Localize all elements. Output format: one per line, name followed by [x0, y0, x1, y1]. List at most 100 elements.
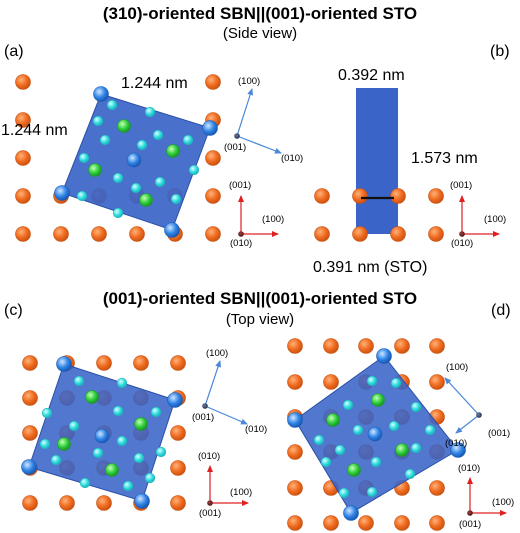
- blue-atom: [21, 459, 37, 475]
- cyan-atom: [410, 401, 422, 413]
- sto-atom: [205, 74, 221, 90]
- cyan-atom: [133, 452, 145, 464]
- blue-atom: [202, 120, 218, 136]
- rotated-axes: (100) (001) (010): [192, 348, 267, 435]
- axis-origin-dot: [202, 403, 208, 409]
- cyan-atom: [152, 129, 164, 141]
- standard-axes: (010) (100) (001): [458, 463, 514, 530]
- panel-label-d: (d): [491, 302, 511, 319]
- sto-atom: [15, 188, 31, 204]
- cyan-atom: [116, 435, 128, 447]
- axis-arrow-100: [204, 360, 221, 407]
- sto-atom: [429, 515, 445, 531]
- sto-atom: [314, 226, 330, 242]
- green-atom: [395, 443, 409, 457]
- sto-atom: [15, 112, 31, 128]
- sto-atom: [59, 495, 75, 511]
- standard-axes: (001) (100) (010): [229, 180, 284, 249]
- cyan-atom: [188, 164, 200, 176]
- sto-atom: [205, 226, 221, 242]
- green-atom: [57, 437, 71, 451]
- cyan-atom: [112, 405, 124, 417]
- cyan-atom: [150, 406, 162, 418]
- axis-label-001: (001): [224, 142, 246, 153]
- panel-a: 1.244 nm 1.244 nm (100) (001) (010) (001…: [1, 74, 303, 249]
- panel-label-a: (a): [4, 43, 24, 60]
- sbn-atoms: [287, 348, 466, 521]
- cyan-atom: [366, 375, 378, 387]
- green-atom: [105, 463, 119, 477]
- sto-atom: [170, 460, 186, 476]
- top-subtitle: (Side view): [223, 25, 297, 42]
- dimension-label-top: 0.392 nm: [338, 67, 405, 84]
- blue-atom: [167, 392, 183, 408]
- cyan-atom: [50, 454, 62, 466]
- axis-label-100: (100): [446, 362, 468, 373]
- sto-atom: [133, 355, 149, 371]
- cyan-atom: [78, 152, 90, 164]
- cyan-atom: [122, 480, 134, 492]
- axis-label-010: (010): [281, 153, 303, 164]
- green-atom: [326, 413, 340, 427]
- sto-atom: [287, 515, 303, 531]
- blue-atom: [164, 222, 180, 238]
- blue-atom: [54, 185, 70, 201]
- sto-atom: [205, 188, 221, 204]
- sto-atom: [91, 226, 107, 242]
- axis-arrow-100: [444, 377, 480, 416]
- sto-atom: [358, 338, 374, 354]
- sbn-cell-side: [356, 88, 398, 234]
- green-atom: [166, 144, 180, 158]
- blue-atom: [376, 348, 392, 364]
- blue-atom: [94, 428, 110, 444]
- cyan-atom: [39, 438, 51, 450]
- sto-atom: [352, 188, 368, 204]
- sto-atom: [429, 374, 445, 390]
- panel-b: 0.392 nm 1.573 nm 0.391 nm (STO) (001) (…: [313, 67, 506, 276]
- sto-atom: [314, 188, 330, 204]
- bottom-title: (001)-oriented SBN||(001)-oriented STO: [103, 289, 417, 308]
- cyan-atom: [92, 115, 104, 127]
- axis-label-100: (100): [492, 497, 514, 508]
- sto-atom: [205, 150, 221, 166]
- cyan-atom: [112, 207, 124, 219]
- bottom-subtitle: (Top view): [226, 311, 294, 328]
- rotated-axes: (100) (001) (010): [444, 362, 510, 449]
- cyan-atom: [155, 446, 167, 458]
- axis-origin-dot: [238, 231, 244, 237]
- sto-atom: [96, 495, 112, 511]
- sto-atom: [352, 226, 368, 242]
- sto-atom: [394, 338, 410, 354]
- cyan-atom: [99, 134, 111, 146]
- cyan-atom: [106, 99, 118, 111]
- cyan-atom: [144, 472, 156, 484]
- cyan-atom: [92, 447, 104, 459]
- axis-label-001: (001): [229, 180, 251, 191]
- green-atom: [134, 417, 148, 431]
- dimension-label-right: 1.573 nm: [411, 150, 478, 167]
- axis-origin-dot: [459, 231, 465, 237]
- top-title: (310)-oriented SBN||(001)-oriented STO: [103, 4, 417, 23]
- sto-atom: [96, 355, 112, 371]
- blue-atom: [367, 426, 383, 442]
- sto-atom: [428, 226, 444, 242]
- axis-label-010: (010): [458, 463, 480, 474]
- cyan-atom: [116, 377, 128, 389]
- panel-c: (100) (001) (010) (010) (100) (001): [21, 348, 267, 519]
- sto-atom: [323, 515, 339, 531]
- green-atom: [88, 163, 102, 177]
- cyan-atom: [182, 134, 194, 146]
- cyan-atom: [79, 477, 91, 489]
- axis-label-001: (001): [459, 519, 481, 530]
- panel-label-c: (c): [4, 302, 23, 319]
- cyan-atom: [76, 190, 88, 202]
- cyan-atom: [73, 375, 85, 387]
- sto-atom: [22, 390, 38, 406]
- axis-label-001: (001): [488, 428, 510, 439]
- blue-atom: [126, 152, 142, 168]
- rotated-axes: (100) (001) (010): [224, 76, 303, 164]
- axis-label-100: (100): [262, 214, 284, 225]
- cyan-atom: [404, 468, 416, 480]
- sto-atom: [170, 355, 186, 371]
- axis-arrow-010: [455, 414, 480, 434]
